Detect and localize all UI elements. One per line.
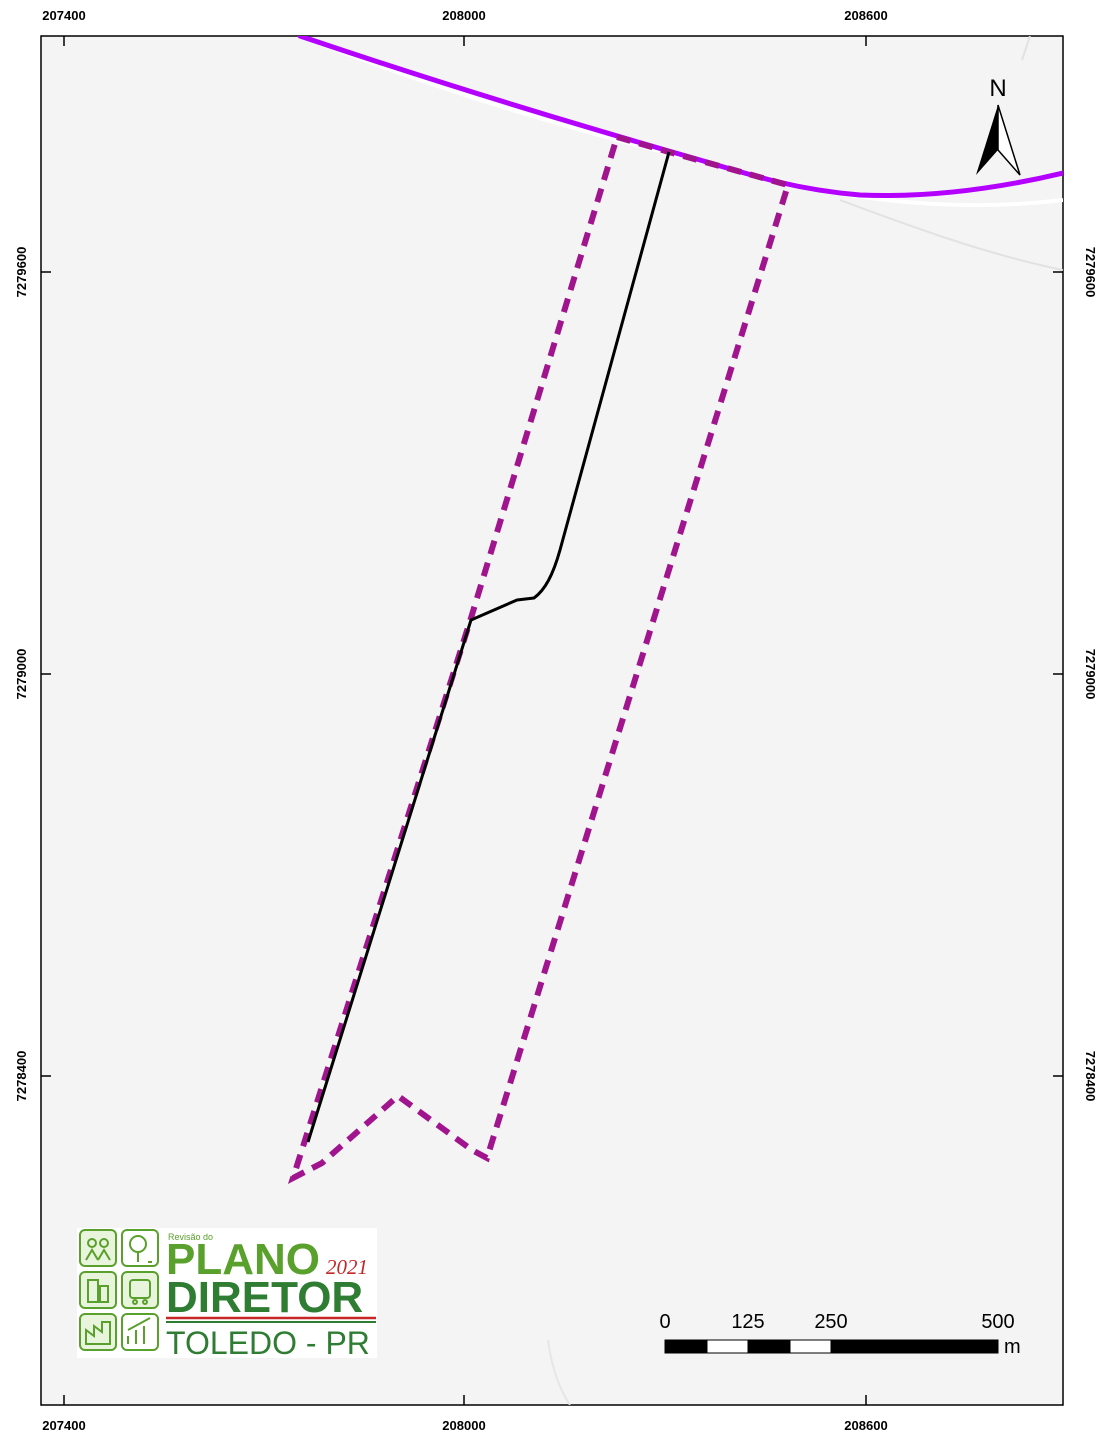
scale-segment [789,1339,832,1354]
scale-bar: 0 125 250 500 m [659,1311,1020,1358]
logo-year: 2021 [326,1255,368,1279]
highway-line [297,36,1063,199]
north-arrow: N [976,75,1021,176]
scale-tick-label: 125 [731,1311,764,1333]
logo-subtitle: Revisão do [168,1232,213,1242]
coord-label-bottom: 207400 [42,1418,85,1433]
coord-label-bottom: 208600 [844,1418,887,1433]
coord-label-top: 208000 [442,8,485,23]
background-road [547,1339,571,1405]
scale-tick-label: 500 [981,1311,1014,1333]
coord-label-left: 7279600 [14,247,29,298]
north-arrow-left-half [976,105,998,175]
coord-label-top: 207400 [42,8,85,23]
scale-segment [747,1339,791,1354]
logo-icon-grid [79,1229,159,1351]
road-line [306,151,671,1143]
scale-segment [706,1339,749,1354]
coord-label-right: 7279000 [1083,649,1098,700]
scale-unit-label: m [1004,1336,1021,1358]
coord-label-bottom: 208000 [442,1418,485,1433]
coord-label-left: 7278400 [14,1051,29,1102]
scale-tick-label: 250 [814,1311,847,1333]
family-icon [79,1229,117,1267]
background-road [1021,36,1031,61]
scale-tick-label: 0 [659,1311,670,1333]
coord-label-top: 208600 [844,8,887,23]
scale-segment [830,1339,999,1354]
buffer-area-outline [287,133,792,1184]
logo-city: TOLEDO - PR [166,1325,370,1361]
coord-label-left: 7279000 [14,649,29,700]
logo-title-diretor: DIRETOR [166,1273,363,1322]
north-arrow-right-half [997,104,1021,176]
north-arrow-label: N [989,75,1006,102]
plano-diretor-logo: Revisão do PLANO 2021 DIRETOR TOLEDO - P… [77,1228,377,1361]
map-frame [40,35,1064,1406]
coord-label-right: 7278400 [1083,1051,1098,1102]
background-road [839,199,1063,271]
bus-icon [121,1271,159,1309]
logo-title-plano: PLANO [166,1235,320,1284]
scale-segment [664,1339,708,1354]
frame-ticks [41,36,1063,1405]
coord-label-right: 7279600 [1083,247,1098,298]
growth-chart-icon [121,1313,159,1351]
